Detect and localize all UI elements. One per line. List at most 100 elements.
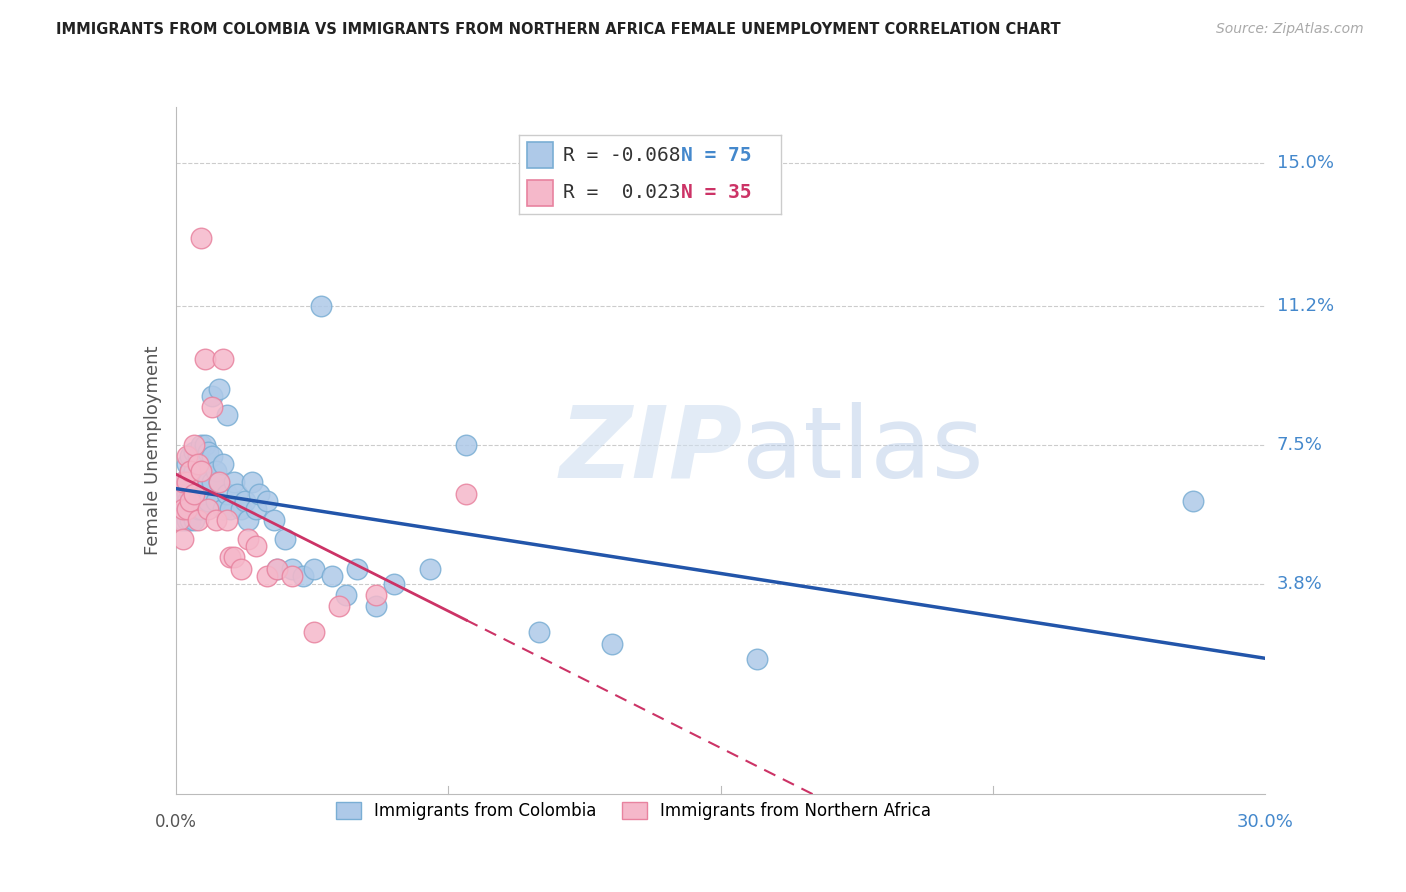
Point: [179, 464, 201, 478]
Point: [302, 562, 325, 576]
Text: ZIP: ZIP: [560, 402, 742, 499]
Point: [197, 494, 219, 508]
Point: [222, 475, 245, 490]
Point: [172, 475, 194, 490]
Point: [335, 588, 357, 602]
Point: [172, 501, 194, 516]
Point: [600, 637, 623, 651]
Point: [226, 486, 249, 500]
Point: [172, 513, 194, 527]
Point: [231, 562, 253, 576]
Text: 3.8%: 3.8%: [1277, 574, 1322, 592]
Text: 7.5%: 7.5%: [1277, 436, 1323, 454]
Point: [176, 501, 198, 516]
Point: [238, 513, 260, 527]
Point: [256, 494, 278, 508]
Point: [201, 401, 224, 415]
Point: [208, 475, 231, 490]
Point: [176, 513, 198, 527]
Point: [527, 625, 550, 640]
Point: [194, 486, 217, 500]
Text: 0.0%: 0.0%: [155, 813, 197, 830]
Point: [172, 532, 194, 546]
Point: [364, 599, 387, 614]
Text: atlas: atlas: [742, 402, 984, 499]
Point: [240, 475, 263, 490]
Point: [197, 475, 219, 490]
Point: [194, 438, 217, 452]
Point: [186, 457, 209, 471]
Point: [176, 494, 198, 508]
Point: [190, 438, 212, 452]
Point: [179, 449, 201, 463]
Point: [245, 501, 267, 516]
Point: [176, 449, 198, 463]
Point: [194, 464, 217, 478]
Point: [186, 494, 209, 508]
Point: [186, 449, 209, 463]
Point: [231, 501, 253, 516]
Point: [201, 389, 224, 403]
Point: [179, 513, 201, 527]
Point: [183, 445, 205, 459]
Point: [281, 562, 304, 576]
Point: [419, 562, 441, 576]
Point: [169, 513, 191, 527]
Point: [172, 475, 194, 490]
Point: [201, 475, 224, 490]
Legend: Immigrants from Colombia, Immigrants from Northern Africa: Immigrants from Colombia, Immigrants fro…: [329, 796, 938, 827]
Point: [456, 438, 478, 452]
Point: [281, 569, 304, 583]
Point: [201, 449, 224, 463]
Point: [183, 513, 205, 527]
Point: [183, 464, 205, 478]
Point: [247, 486, 270, 500]
Point: [190, 501, 212, 516]
Point: [364, 588, 387, 602]
Point: [204, 494, 226, 508]
Point: [219, 550, 242, 565]
Text: 15.0%: 15.0%: [1277, 154, 1333, 172]
Text: R =  0.023: R = 0.023: [564, 184, 681, 202]
Point: [215, 486, 238, 500]
Point: [215, 513, 238, 527]
Point: [456, 486, 478, 500]
Point: [328, 599, 350, 614]
Text: 30.0%: 30.0%: [1237, 813, 1294, 830]
Point: [176, 486, 198, 500]
Point: [245, 539, 267, 553]
Point: [176, 475, 198, 490]
Point: [204, 513, 226, 527]
Point: [256, 569, 278, 583]
Point: [190, 231, 212, 245]
Point: [172, 501, 194, 516]
Point: [215, 408, 238, 422]
Point: [183, 494, 205, 508]
Point: [266, 562, 288, 576]
Point: [186, 475, 209, 490]
Bar: [527, 180, 553, 205]
Point: [274, 532, 297, 546]
Point: [176, 501, 198, 516]
Point: [1181, 494, 1204, 508]
Text: R = -0.068: R = -0.068: [564, 145, 681, 164]
Point: [382, 576, 405, 591]
Point: [309, 299, 332, 313]
Point: [169, 501, 191, 516]
Y-axis label: Female Unemployment: Female Unemployment: [143, 346, 162, 555]
Text: 11.2%: 11.2%: [1277, 297, 1334, 315]
Point: [176, 457, 198, 471]
Point: [176, 475, 198, 490]
Point: [321, 569, 343, 583]
Bar: [527, 143, 553, 168]
Point: [169, 486, 191, 500]
Point: [263, 513, 285, 527]
Point: [183, 438, 205, 452]
Point: [291, 569, 314, 583]
Point: [219, 501, 242, 516]
Text: N = 75: N = 75: [681, 145, 752, 164]
Point: [266, 562, 288, 576]
Point: [208, 475, 231, 490]
Point: [186, 501, 209, 516]
Point: [179, 494, 201, 508]
